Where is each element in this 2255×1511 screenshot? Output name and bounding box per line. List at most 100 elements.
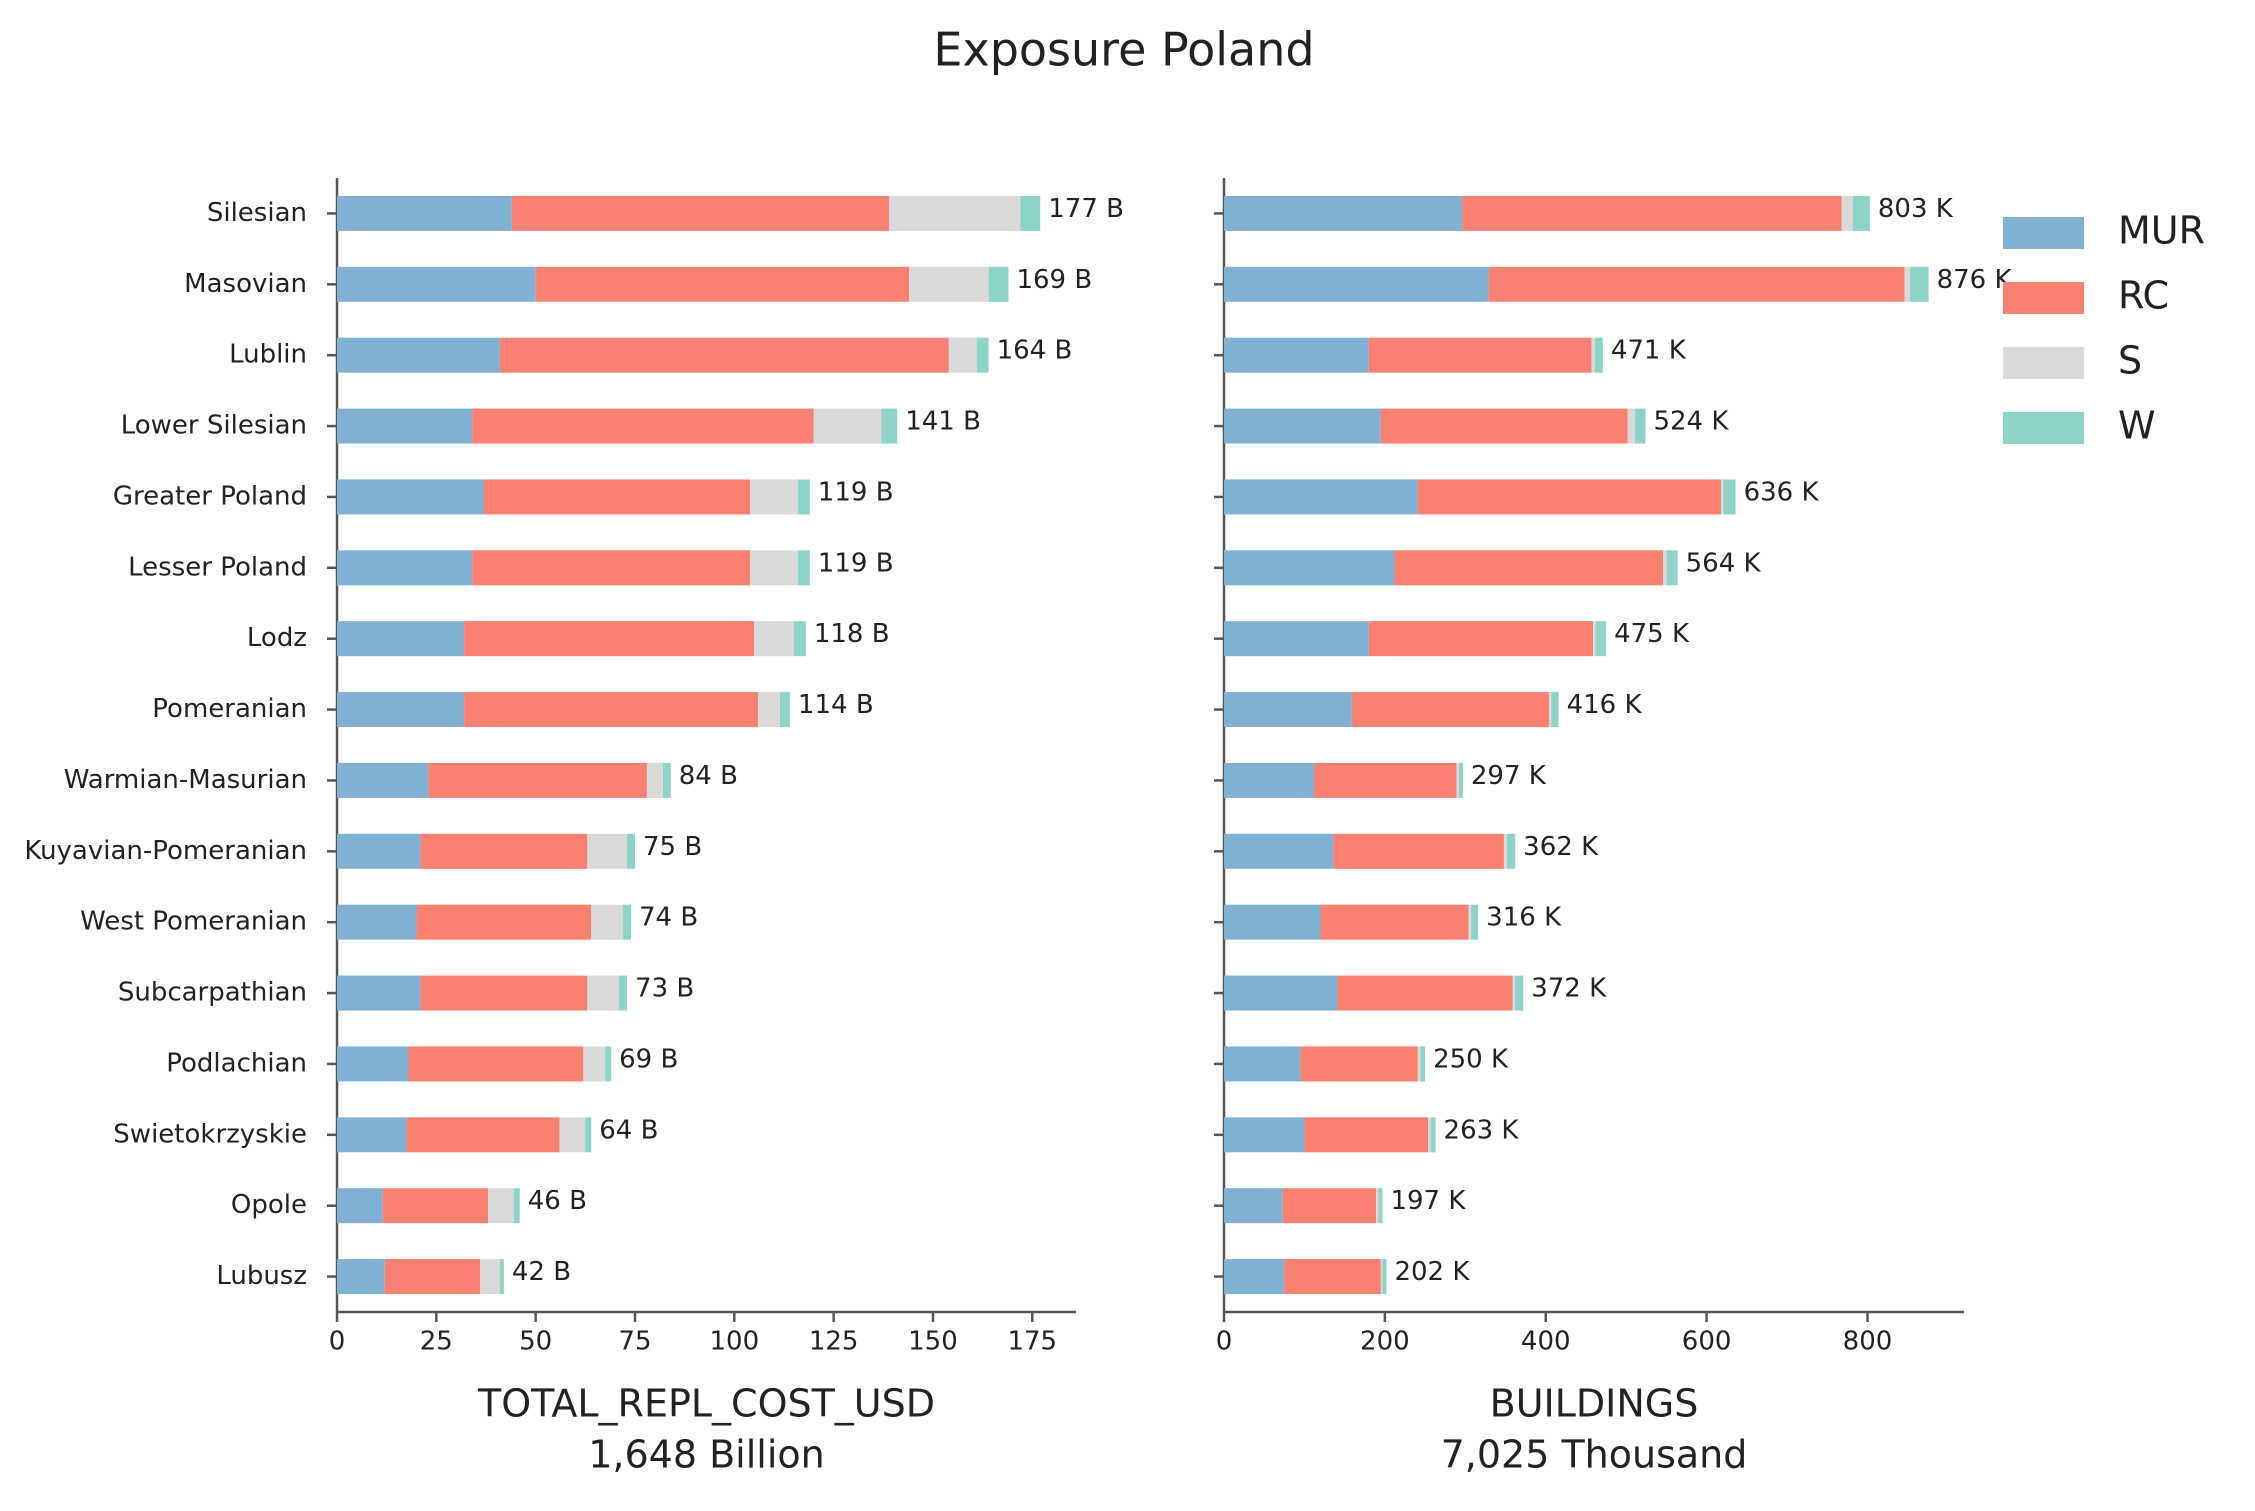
- bar-segment: [1430, 1117, 1436, 1153]
- bar-segment: [1224, 266, 1489, 302]
- bar-segment: [1488, 266, 1905, 302]
- total-label: 69 B: [619, 1044, 678, 1074]
- bar-segment: [1470, 904, 1479, 940]
- y-tick-label: Subcarpathian: [118, 978, 307, 1008]
- legend-label: S: [2118, 339, 2142, 383]
- total-label: 75 B: [643, 832, 702, 862]
- x-tick-label: 75: [618, 1327, 651, 1357]
- bar-segment: [583, 1046, 606, 1082]
- total-label: 636 K: [1744, 477, 1820, 507]
- bar-segment: [1224, 408, 1381, 444]
- bar-segment: [1224, 195, 1463, 231]
- total-label: 164 B: [997, 336, 1073, 366]
- bar-segment: [1224, 762, 1315, 798]
- bar-segment: [1512, 975, 1516, 1011]
- bar-segment: [1420, 1046, 1426, 1082]
- bar-segment: [513, 1188, 520, 1224]
- legend-swatch: [2003, 412, 2084, 444]
- bar-segment: [587, 975, 620, 1011]
- bar-segment: [1224, 692, 1352, 728]
- x-tick-label: 0: [1216, 1327, 1233, 1357]
- bar-segment: [1593, 621, 1596, 657]
- total-label: 141 B: [905, 407, 981, 437]
- total-label: 73 B: [635, 974, 694, 1004]
- total-label: 119 B: [818, 548, 894, 578]
- bar-segment: [1378, 1188, 1383, 1224]
- y-tick-label: Lower Silesian: [121, 411, 307, 441]
- x-tick-label: 200: [1360, 1327, 1410, 1357]
- bar-segment: [585, 1117, 592, 1153]
- x-tick-label: 400: [1521, 1327, 1571, 1357]
- x-tick-label: 125: [809, 1327, 859, 1357]
- bar-segment: [337, 1046, 409, 1082]
- bar-segment: [627, 833, 635, 869]
- total-label: 118 B: [814, 619, 890, 649]
- bar-segment: [464, 621, 755, 657]
- bar-segment: [337, 408, 473, 444]
- bar-segment: [1224, 621, 1369, 657]
- bar-segment: [797, 550, 810, 586]
- bar-segment: [1456, 762, 1459, 798]
- bar-segment: [484, 479, 751, 515]
- bar-segment: [1458, 762, 1463, 798]
- figure-title: Exposure Poland: [933, 23, 1314, 77]
- bar-segment: [1853, 195, 1870, 231]
- bar-segment: [1380, 1259, 1383, 1295]
- total-label: 197 K: [1390, 1186, 1466, 1216]
- bar-segment: [750, 479, 798, 515]
- bar-segment: [1663, 550, 1667, 586]
- x-tick-label: 600: [1682, 1327, 1732, 1357]
- bar-segment: [559, 1117, 586, 1153]
- bar-segment: [1224, 904, 1321, 940]
- x-tick-label: 150: [908, 1327, 958, 1357]
- bar-segment: [406, 1117, 560, 1153]
- x-tick-label: 50: [519, 1327, 552, 1357]
- bar-segment: [1224, 1117, 1305, 1153]
- bar-segment: [428, 762, 647, 798]
- bar-segment: [1337, 975, 1513, 1011]
- bar-segment: [420, 833, 588, 869]
- bar-segment: [337, 550, 473, 586]
- total-label: 297 K: [1471, 761, 1547, 791]
- bar-segment: [793, 621, 806, 657]
- bar-segment: [754, 621, 794, 657]
- y-tick-label: Kuyavian-Pomeranian: [24, 836, 307, 866]
- total-label: 84 B: [679, 761, 738, 791]
- bar-segment: [1666, 550, 1678, 586]
- total-label: 42 B: [512, 1257, 571, 1287]
- bar-segment: [988, 266, 1009, 302]
- x-tick-label: 100: [709, 1327, 759, 1357]
- bar-segment: [420, 975, 588, 1011]
- bar-segment: [1462, 195, 1842, 231]
- y-tick-label: Lodz: [247, 623, 307, 653]
- bar-segment: [813, 408, 882, 444]
- bar-segment: [337, 904, 417, 940]
- total-label: 362 K: [1523, 832, 1599, 862]
- total-label: 263 K: [1444, 1115, 1520, 1145]
- bar-segment: [337, 337, 500, 373]
- bar-segment: [382, 1188, 488, 1224]
- total-label: 564 K: [1686, 548, 1762, 578]
- bar-segment: [1224, 1046, 1301, 1082]
- bar-segment: [1595, 621, 1607, 657]
- bar-segment: [337, 479, 485, 515]
- y-tick-label: Opole: [231, 1190, 307, 1220]
- y-tick-label: Pomeranian: [152, 694, 307, 724]
- bar-segment: [1380, 408, 1628, 444]
- bar-segment: [1382, 1259, 1387, 1295]
- bar-segment: [1224, 550, 1395, 586]
- bar-segment: [758, 692, 781, 728]
- y-tick-label: Lubusz: [216, 1261, 307, 1291]
- bar-segment: [337, 266, 536, 302]
- bar-segment: [1627, 408, 1636, 444]
- y-tick-label: Lesser Poland: [128, 552, 307, 582]
- bar-segment: [1591, 337, 1595, 373]
- bar-segment: [623, 904, 632, 940]
- bar-segment: [797, 479, 810, 515]
- bar-segment: [1503, 833, 1508, 869]
- bar-segment: [1224, 833, 1334, 869]
- bar-segment: [1841, 195, 1853, 231]
- bar-segment: [646, 762, 663, 798]
- y-tick-label: Masovian: [184, 269, 307, 299]
- legend-label: MUR: [2118, 209, 2205, 253]
